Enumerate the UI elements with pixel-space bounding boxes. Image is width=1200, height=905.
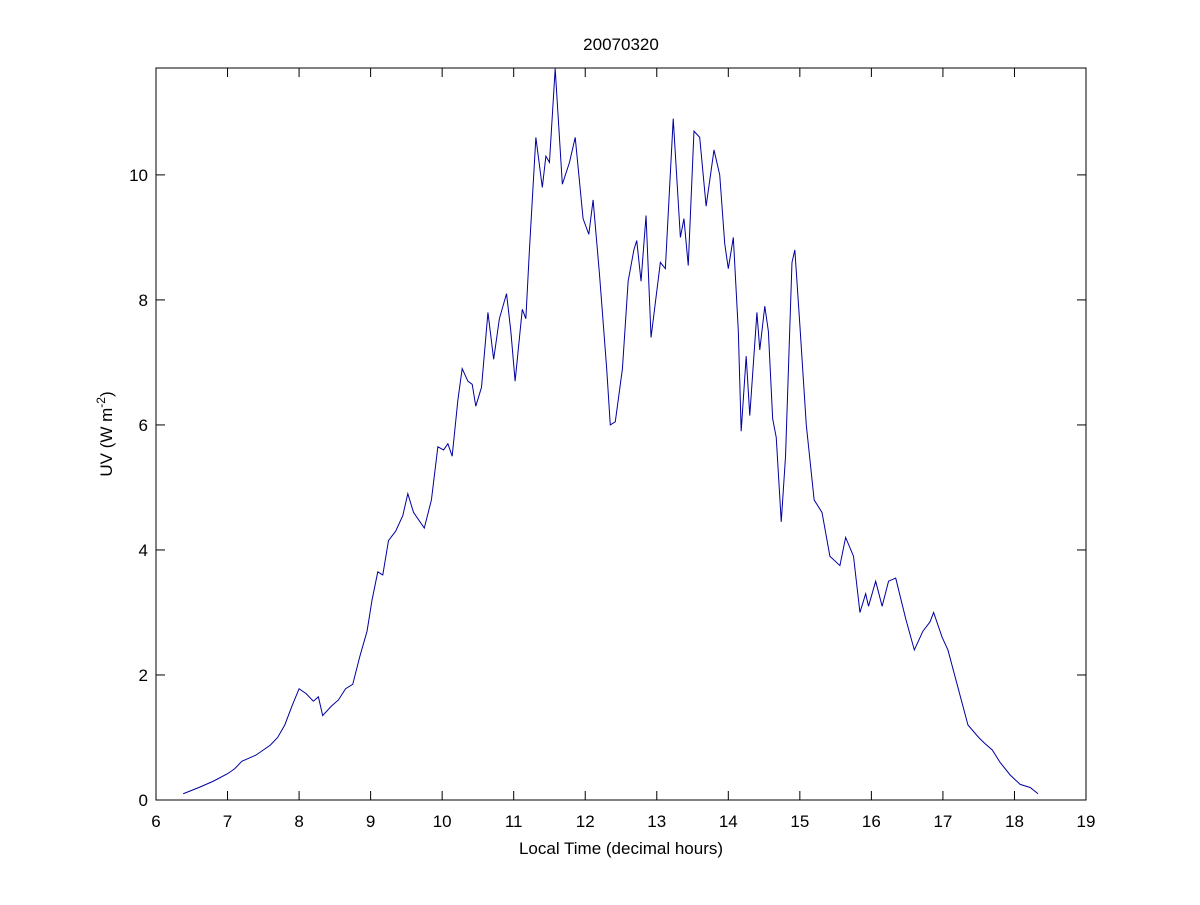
y-tick-label: 8 — [139, 291, 148, 310]
x-tick-label: 6 — [151, 812, 160, 831]
data-line — [182, 68, 1039, 795]
x-tick-label: 13 — [647, 812, 666, 831]
x-axis-label: Local Time (decimal hours) — [519, 839, 723, 858]
x-tick-label: 12 — [576, 812, 595, 831]
x-tick-label: 18 — [1005, 812, 1024, 831]
y-tick-label: 2 — [139, 666, 148, 685]
x-tick-label: 16 — [862, 812, 881, 831]
chart-title: 20070320 — [583, 35, 659, 54]
y-label-sup: -2 — [94, 397, 108, 408]
x-tick-label: 7 — [223, 812, 232, 831]
x-tick-label: 19 — [1077, 812, 1096, 831]
y-tick-label: 4 — [139, 541, 148, 560]
x-tick-label: 10 — [433, 812, 452, 831]
y-label-suffix: ) — [97, 391, 116, 397]
x-tick-label: 17 — [933, 812, 952, 831]
x-tick-label: 14 — [719, 812, 738, 831]
x-tick-label: 9 — [366, 812, 375, 831]
y-tick-label: 6 — [139, 416, 148, 435]
x-tick-label: 8 — [294, 812, 303, 831]
y-tick-label: 10 — [129, 166, 148, 185]
y-tick-label: 0 — [139, 791, 148, 810]
plot-area — [155, 67, 1087, 801]
y-axis-label: UV (W m-2) — [94, 391, 116, 476]
y-label-text: UV (W m — [97, 408, 116, 477]
x-tick-label: 11 — [505, 812, 523, 831]
x-tick-label: 15 — [790, 812, 809, 831]
